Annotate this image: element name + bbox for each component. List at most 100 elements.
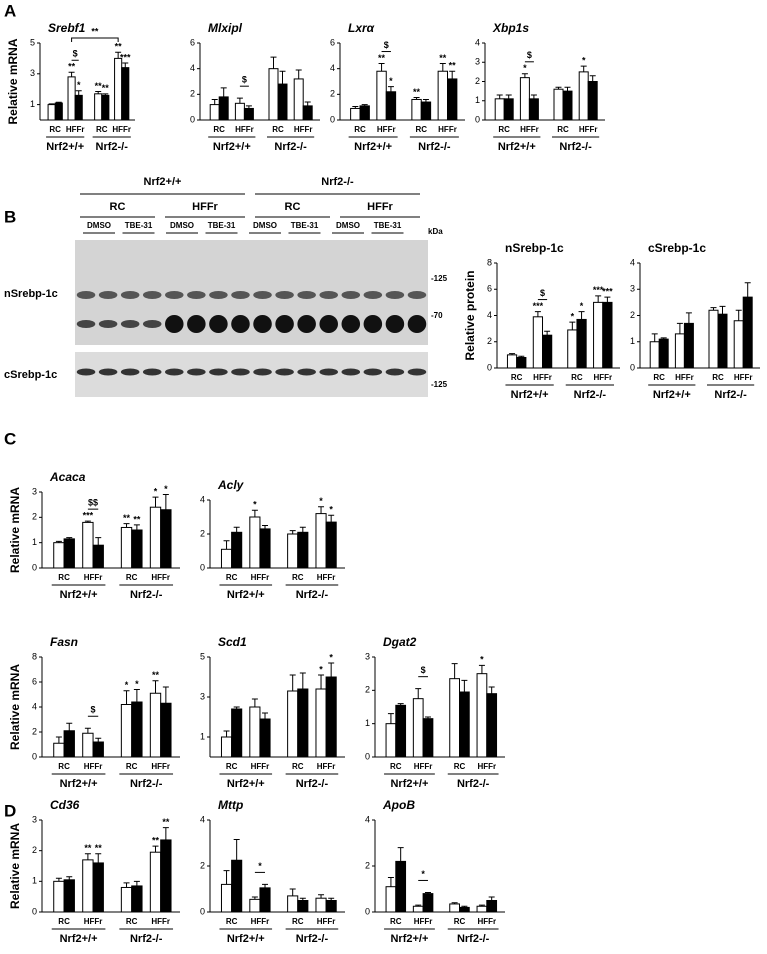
error-bar — [569, 321, 576, 330]
error-bar — [735, 309, 742, 321]
x-tick-label: RC — [272, 125, 284, 134]
comparison-label: $ — [91, 705, 96, 715]
error-bar — [318, 894, 325, 899]
error-bar — [378, 63, 385, 72]
treatment-label: TBE-31 — [291, 221, 319, 230]
diet-label: HFFr — [367, 201, 393, 213]
x-tick-label: RC — [213, 125, 225, 134]
error-bar — [685, 312, 692, 324]
x-tick-label: RC — [226, 917, 238, 926]
error-bar — [744, 282, 751, 298]
significance-label: *** — [120, 52, 131, 62]
bar — [476, 905, 488, 913]
x-tick-label: HFFr — [533, 373, 552, 382]
bar — [120, 526, 133, 569]
blot-band — [253, 368, 272, 376]
bar — [160, 839, 172, 913]
chart-title: ApoB — [382, 798, 415, 812]
error-bar — [133, 524, 140, 530]
blot-band — [385, 291, 405, 299]
error-bar — [211, 98, 218, 105]
blot-band — [253, 291, 272, 299]
blot-band — [209, 291, 228, 299]
y-tick-label: 3 — [630, 284, 635, 294]
bar — [528, 98, 539, 121]
significance-label: ** — [84, 843, 92, 853]
x-tick-label: RC — [292, 917, 304, 926]
error-bar — [521, 73, 528, 78]
bar — [506, 354, 518, 369]
y-tick-label: 4 — [630, 257, 635, 267]
y-tick-label: 0 — [32, 562, 37, 572]
error-bar — [589, 75, 596, 82]
error-bar — [424, 716, 431, 719]
blot-band — [297, 291, 316, 299]
significance-label: *** — [602, 287, 613, 297]
error-bar — [439, 63, 446, 72]
significance-label: ** — [68, 62, 76, 72]
y-tick-label: 0 — [330, 114, 335, 124]
y-tick-label: 2 — [365, 860, 370, 870]
error-bar — [328, 514, 335, 523]
error-bar — [424, 891, 431, 894]
band-label: cSrebp-1c — [4, 369, 57, 381]
y-tick-label: 6 — [32, 676, 37, 686]
error-bar — [449, 70, 456, 79]
x-tick-label: HFFr — [438, 125, 457, 134]
bar — [220, 736, 233, 758]
comparison-label: * — [421, 869, 425, 879]
y-tick-label: 1 — [475, 95, 480, 105]
bar — [532, 316, 544, 369]
error-bar — [220, 87, 227, 97]
x-tick-label: HFFr — [579, 125, 598, 134]
group-label: Nrf2-/- — [296, 778, 329, 790]
bar — [209, 104, 220, 121]
error-bar — [152, 680, 159, 694]
group-label: Nrf2-/- — [296, 589, 329, 601]
bar — [53, 742, 65, 758]
y-tick-label: 0 — [200, 562, 205, 572]
group-label: Nrf2+/+ — [213, 141, 251, 153]
blot-band — [341, 368, 361, 376]
blot-band — [363, 315, 383, 333]
error-bar — [233, 839, 240, 861]
x-tick-label: RC — [58, 917, 70, 926]
blot-band — [209, 315, 228, 333]
bar — [234, 102, 245, 121]
y-tick-label: 4 — [330, 63, 335, 73]
x-tick-label: HFFr — [251, 762, 270, 771]
significance-label: *** — [83, 511, 94, 521]
x-tick-label: HFFr — [317, 762, 336, 771]
kda-label: kDa — [428, 227, 443, 236]
error-bar — [262, 883, 269, 888]
blot-band — [275, 368, 294, 376]
bar — [231, 531, 243, 569]
group-label: Nrf2-/- — [130, 778, 163, 790]
bar — [742, 296, 753, 369]
group-label: Nrf2+/+ — [60, 589, 98, 601]
error-bar — [676, 322, 683, 334]
significance-label: * — [329, 652, 333, 662]
blot-band — [385, 368, 405, 376]
error-bar — [55, 101, 62, 104]
bar — [587, 81, 598, 121]
significance-label: * — [319, 496, 323, 506]
significance-label: * — [253, 500, 257, 510]
error-bar — [123, 882, 130, 888]
band-label: nSrebp-1c — [4, 288, 58, 300]
error-bar — [251, 896, 258, 900]
bar — [277, 83, 288, 121]
blot-band — [165, 291, 184, 299]
bar — [54, 102, 63, 121]
bar — [92, 741, 104, 758]
y-tick-label: 2 — [487, 336, 492, 346]
bar — [422, 718, 434, 758]
bar — [683, 322, 694, 369]
blot-band — [142, 291, 162, 299]
blot-band — [319, 315, 338, 333]
bar — [717, 313, 728, 369]
x-tick-label: HFFr — [414, 917, 433, 926]
y-tick-label: 0 — [365, 906, 370, 916]
error-bar — [95, 91, 102, 94]
